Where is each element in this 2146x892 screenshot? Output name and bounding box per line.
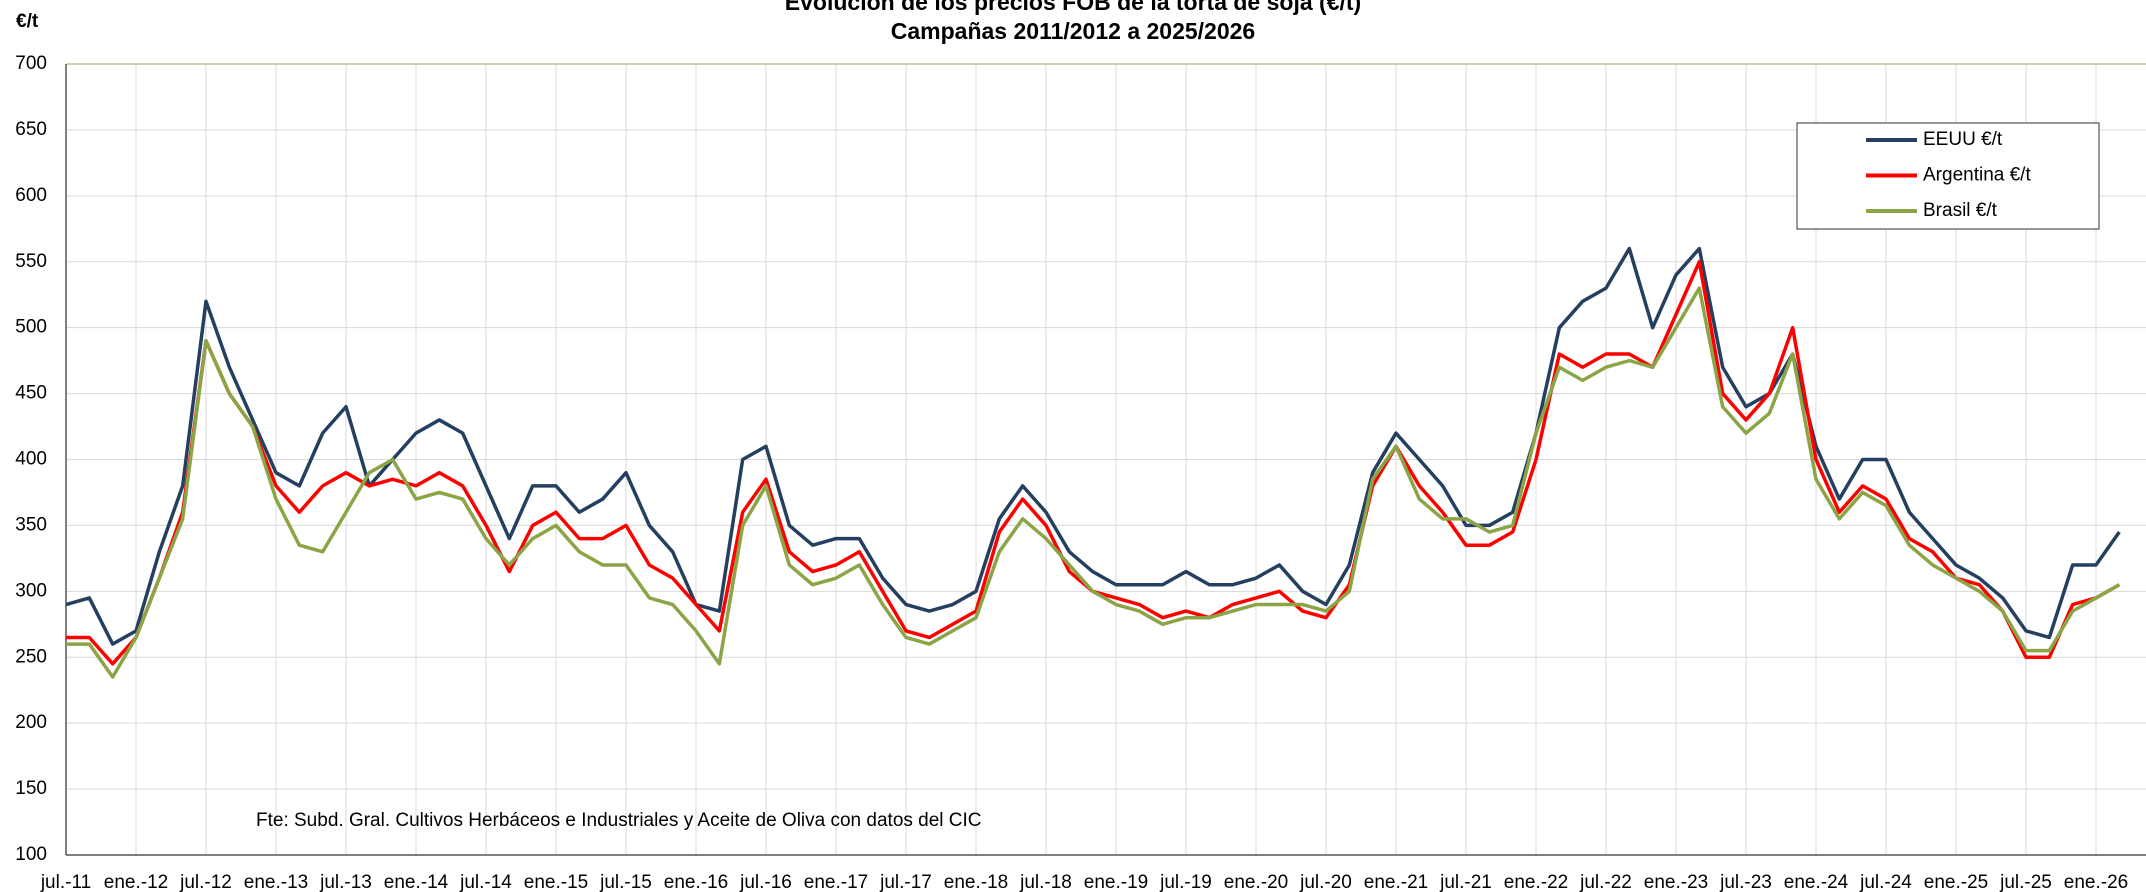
x-tick-label: ene.-21 [1364,872,1428,892]
y-axis-label: €/t [16,11,39,32]
x-tick-label: jul.-25 [1999,872,2052,892]
series-line [65,246,2121,646]
y-tick-label: 200 [15,712,47,733]
series-line [66,286,2121,679]
y-tick-label: 350 [15,514,47,535]
y-tick-label: 100 [15,844,47,865]
x-tick-label: ene.-26 [2064,872,2128,892]
x-tick-label: jul.-19 [1159,872,1212,892]
y-tick-label: 450 [15,383,47,404]
y-tick-label: 650 [15,119,47,140]
x-tick-label: ene.-25 [1924,872,1988,892]
x-tick-label: jul.-12 [179,872,232,892]
x-tick-label: ene.-19 [1084,872,1148,892]
x-tick-label: jul.-24 [1859,872,1912,892]
x-tick-label: jul.-11 [40,872,91,892]
chart-title: Evolución de los precios FOB de la torta… [785,0,1361,15]
x-tick-label: ene.-15 [524,872,588,892]
chart-subtitle: Campañas 2011/2012 a 2025/2026 [891,18,1255,44]
x-tick-label: jul.-23 [1719,872,1772,892]
x-tick-label: ene.-22 [1504,872,1568,892]
y-tick-label: 300 [15,580,47,601]
legend-label: Brasil €/t [1923,200,1998,221]
x-tick-label: ene.-23 [1644,872,1708,892]
source-note: Fte: Subd. Gral. Cultivos Herbáceos e In… [256,810,982,831]
x-tick-label: jul.-18 [1019,872,1072,892]
y-tick-label: 400 [15,449,47,470]
x-tick-label: ene.-24 [1784,872,1849,892]
legend-box [1796,122,2100,230]
legend-label: EEUU €/t [1923,129,2003,150]
x-tick-label: jul.-16 [739,872,792,892]
y-tick-label: 700 [15,53,47,74]
y-tick-label: 250 [15,646,47,667]
legend-label: Argentina €/t [1923,165,2031,186]
x-tick-label: ene.-18 [944,872,1008,892]
y-tick-label: 150 [15,778,47,799]
x-tick-label: ene.-16 [664,872,728,892]
x-tick-label: ene.-14 [384,872,449,892]
x-tick-label: ene.-12 [104,872,168,892]
y-tick-label: 500 [15,317,47,338]
x-tick-label: ene.-13 [244,872,308,892]
y-tick-label: 550 [15,251,47,272]
x-tick-label: jul.-22 [1579,872,1632,892]
x-tick-label: jul.-13 [319,872,372,892]
y-tick-label: 600 [15,185,47,206]
x-tick-label: jul.-15 [599,872,652,892]
x-tick-label: jul.-14 [459,872,512,892]
x-tick-label: ene.-20 [1224,872,1288,892]
x-tick-label: ene.-17 [804,872,868,892]
x-tick-label: jul.-20 [1299,872,1352,892]
x-tick-label: jul.-21 [1439,872,1492,892]
x-tick-label: jul.-17 [879,872,932,892]
